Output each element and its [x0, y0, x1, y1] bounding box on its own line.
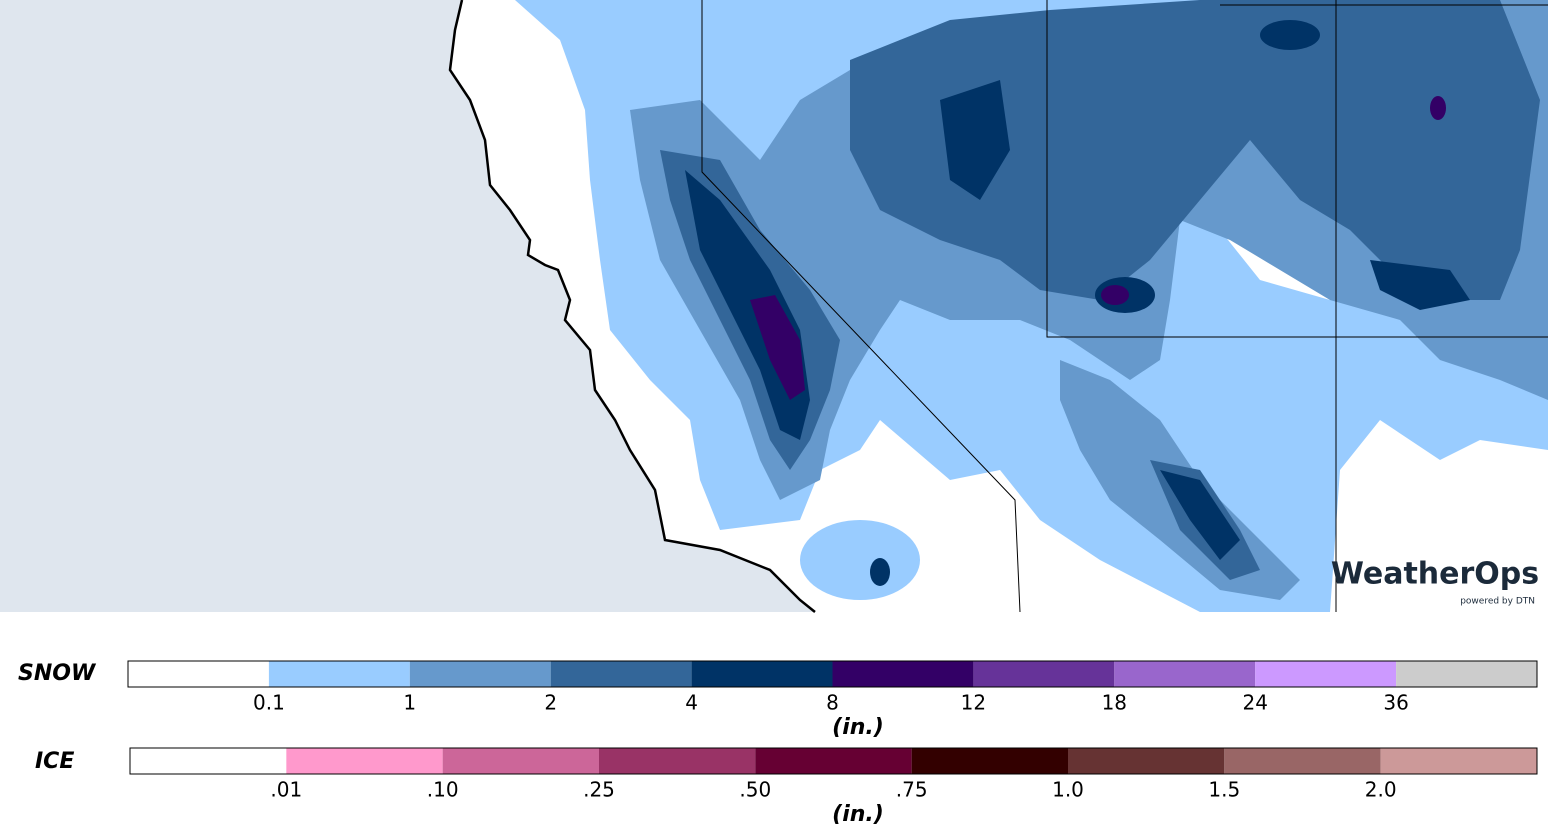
legend-frame	[129, 747, 1538, 775]
legend-tick-label: .10	[427, 778, 459, 802]
snow-unit: (in.)	[832, 715, 884, 740]
legend-tick-label: 36	[1383, 691, 1408, 715]
legend-swatch	[691, 661, 833, 687]
legend-swatch	[409, 661, 551, 687]
ocean	[0, 0, 815, 612]
legend-swatch	[973, 661, 1115, 687]
legend-swatch	[1396, 661, 1537, 687]
legend-swatch	[130, 748, 287, 774]
legend-tick-label: 1.5	[1208, 778, 1240, 802]
legend-swatch	[832, 661, 974, 687]
legend-swatch	[1380, 748, 1537, 774]
legend-swatch	[286, 748, 443, 774]
snow-areas	[515, 0, 1548, 612]
state-line	[701, 0, 1021, 613]
logo: WeatherOps	[1331, 557, 1539, 592]
legend-tick-label: 24	[1242, 691, 1267, 715]
legend-frame	[127, 660, 1538, 688]
legend-tick-label: 2.0	[1365, 778, 1397, 802]
logo-subtitle: powered by DTN	[1460, 597, 1535, 607]
legend-tick-label: 4	[685, 691, 698, 715]
legend-swatch	[550, 661, 692, 687]
legend-tick-label: .75	[896, 778, 928, 802]
legend-swatch	[911, 748, 1068, 774]
legend-swatch	[755, 748, 912, 774]
legend-tick-label: .25	[583, 778, 615, 802]
legend-tick-label: .50	[739, 778, 771, 802]
legend-tick-label: 1	[403, 691, 416, 715]
legend-swatch	[128, 661, 269, 687]
coastline	[448, 0, 816, 613]
legend: SNOW (in.) ICE (in.) 0.1 1 2 4 8 12 18 24 36.01.…	[18, 660, 1538, 827]
legend-swatch	[268, 661, 410, 687]
legend-swatch	[1114, 661, 1256, 687]
legend-swatch	[442, 748, 599, 774]
legend-tick-label: 2	[544, 691, 557, 715]
legend-swatch	[1224, 748, 1381, 774]
snow-label: SNOW	[18, 661, 97, 686]
legend-tick-label: 8	[826, 691, 839, 715]
legend-tick-label: 12	[961, 691, 986, 715]
ice-unit: (in.)	[832, 802, 884, 827]
legend-tick-label: 18	[1102, 691, 1127, 715]
boundaries	[448, 0, 1548, 613]
legend-tick-label: 0.1	[253, 691, 285, 715]
map: WeatherOps powered by DTN	[0, 0, 1548, 613]
legend-swatch	[1068, 748, 1225, 774]
legend-swatch	[1255, 661, 1397, 687]
legend-tick-label: .01	[270, 778, 302, 802]
state-line	[1046, 0, 1548, 338]
ice-label: ICE	[35, 749, 74, 774]
legend-tick-label: 1.0	[1052, 778, 1084, 802]
legend-swatch	[599, 748, 756, 774]
